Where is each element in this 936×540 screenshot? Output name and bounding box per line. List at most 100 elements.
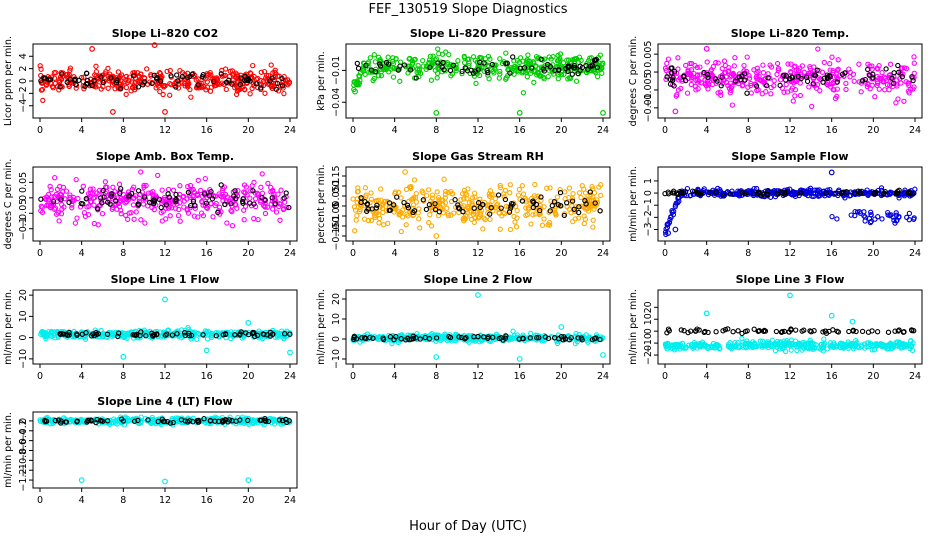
- data-point: [444, 205, 450, 211]
- x-tick-label: 4: [392, 125, 398, 136]
- chart-title: Slope Line 3 Flow: [736, 273, 845, 286]
- chart-title: Slope Line 1 Flow: [111, 273, 220, 286]
- median-point: [383, 59, 390, 66]
- data-point: [202, 175, 208, 182]
- data-point: [520, 191, 527, 197]
- outlier-point: [78, 477, 85, 484]
- median-point: [765, 75, 771, 81]
- data-point: [893, 100, 899, 106]
- median-point: [814, 67, 820, 73]
- data-point: [145, 190, 152, 196]
- data-point: [797, 80, 803, 86]
- median-point: [118, 86, 124, 92]
- data-point: [678, 85, 684, 92]
- median-point: [149, 80, 155, 87]
- y-tick-label: 0: [643, 190, 654, 196]
- median-point: [195, 82, 201, 88]
- data-point: [882, 87, 888, 93]
- data-point: [466, 56, 472, 62]
- data-point: [474, 59, 480, 65]
- series-points: [350, 292, 606, 362]
- data-point: [249, 183, 255, 189]
- data-point: [497, 68, 503, 75]
- median-point: [705, 74, 711, 80]
- data-point: [671, 70, 678, 76]
- data-point: [899, 65, 905, 71]
- median-point: [237, 81, 243, 88]
- data-point: [138, 217, 144, 223]
- x-tick-label: 20: [242, 248, 254, 259]
- data-point: [277, 217, 283, 223]
- data-point: [528, 221, 534, 227]
- y-tick-label: −0.04: [331, 88, 342, 117]
- data-point: [351, 82, 357, 88]
- data-point: [461, 60, 468, 66]
- outlier-point: [516, 356, 523, 362]
- x-tick-label: 4: [392, 248, 398, 259]
- x-tick-label: 4: [79, 371, 85, 382]
- data-point: [911, 84, 917, 90]
- data-point: [515, 192, 522, 198]
- median-point: [484, 67, 490, 74]
- data-point: [375, 73, 382, 79]
- chart-panel-3: Slope Li–820 Temp.degrees C per min.0 4 8 1…: [628, 27, 923, 136]
- data-point: [514, 207, 520, 214]
- median-point: [274, 80, 281, 87]
- data-point: [226, 80, 232, 86]
- data-point: [807, 65, 813, 72]
- data-point: [252, 196, 259, 202]
- median-point: [238, 75, 244, 81]
- series-points: [37, 42, 293, 115]
- median-point: [368, 67, 375, 73]
- data-point: [497, 226, 503, 232]
- data-point: [214, 75, 220, 81]
- x-tick-label: 24: [909, 248, 921, 259]
- median-point: [777, 82, 783, 89]
- data-point: [429, 192, 436, 198]
- data-point: [251, 215, 257, 222]
- data-point: [255, 216, 261, 223]
- x-tick-label: 0: [37, 495, 43, 506]
- data-point: [730, 70, 736, 77]
- data-point: [872, 94, 878, 100]
- data-point: [133, 209, 139, 215]
- median-point: [538, 56, 544, 62]
- data-point: [241, 207, 247, 213]
- series-points: [37, 414, 293, 485]
- data-point: [549, 69, 555, 75]
- median-point: [571, 62, 577, 69]
- median-point: [89, 82, 95, 89]
- median-point: [47, 76, 54, 83]
- x-tick-label: 16: [201, 125, 213, 136]
- y-tick-label: 10: [643, 313, 654, 325]
- data-point: [531, 79, 537, 86]
- data-point: [258, 184, 264, 190]
- data-point: [223, 86, 229, 93]
- data-point: [262, 90, 268, 96]
- median-point: [891, 80, 897, 87]
- y-axis-label: percent per min.: [316, 164, 327, 243]
- data-point: [420, 63, 426, 69]
- data-point: [687, 60, 693, 67]
- data-point: [561, 71, 567, 77]
- median-point: [870, 75, 876, 81]
- x-tick-label: 0: [662, 248, 668, 259]
- data-point: [725, 68, 732, 74]
- data-point: [516, 59, 523, 66]
- x-tick-label: 20: [555, 371, 567, 382]
- x-tick-label: 12: [159, 371, 171, 382]
- x-tick-label: 16: [514, 248, 526, 259]
- median-point: [452, 197, 458, 203]
- chart-panel-4: Slope Amb. Box Temp.degrees C per min.0 4…: [3, 150, 298, 259]
- median-point: [569, 71, 575, 77]
- data-point: [116, 181, 123, 187]
- data-point: [821, 336, 827, 342]
- data-point: [584, 69, 590, 76]
- data-point: [123, 73, 129, 80]
- median-point: [459, 68, 465, 75]
- data-point: [417, 225, 423, 231]
- data-point: [675, 55, 681, 61]
- data-point: [164, 68, 170, 75]
- median-point: [592, 57, 599, 63]
